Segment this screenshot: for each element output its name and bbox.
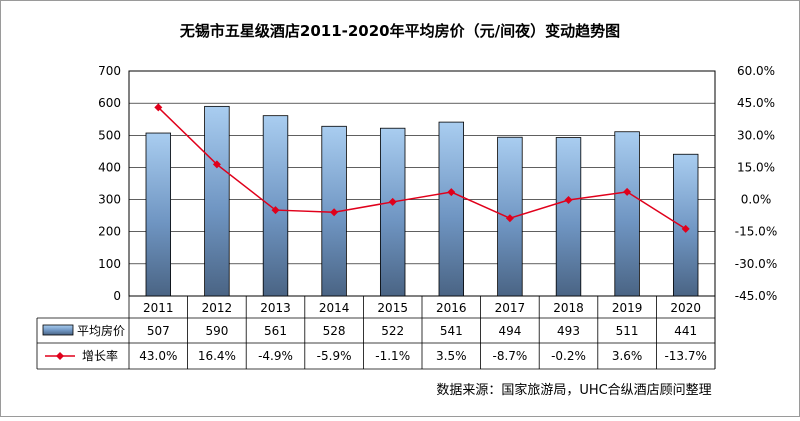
data-label-price: 522 [381, 324, 404, 338]
data-label-price: 541 [440, 324, 463, 338]
growth-point-2012 [212, 160, 221, 169]
data-label-growth: -8.7% [492, 349, 527, 363]
growth-point-2016 [447, 188, 456, 197]
data-label-growth: 16.4% [198, 349, 236, 363]
data-label-price: 590 [205, 324, 228, 338]
bar-2019 [614, 131, 640, 297]
data-label-price: 561 [264, 324, 287, 338]
data-label-growth: -4.9% [258, 349, 293, 363]
line-layer [154, 103, 690, 233]
y-left-tick-label: 100 [98, 257, 121, 271]
x-tick-label: 2016 [436, 301, 467, 315]
y-left-tick-label: 700 [98, 64, 121, 78]
data-label-growth: -1.1% [375, 349, 410, 363]
axis-layer: 0 100 200 300 400 500 600 700 60.0% 45.0% 30.0% 15.… [98, 64, 777, 303]
data-label-price: 494 [498, 324, 521, 338]
y-left-tick-label: 600 [98, 96, 121, 110]
growth-point-2020 [681, 224, 690, 233]
x-tick-label: 2014 [319, 301, 350, 315]
data-label-price: 441 [674, 324, 697, 338]
growth-point-2013 [271, 206, 280, 215]
growth-point-2011 [154, 103, 163, 112]
x-tick-label: 2020 [670, 301, 701, 315]
legend-label-bar: 平均房价 [77, 323, 125, 338]
chart-title: 无锡市五星级酒店2011-2020年平均房价（元/间夜）变动趋势图 [179, 22, 620, 40]
growth-point-2015 [388, 197, 397, 206]
x-tick-label: 2017 [495, 301, 526, 315]
bar-2015 [379, 127, 406, 297]
bar-2016 [438, 121, 465, 297]
data-label-growth: 43.0% [139, 349, 177, 363]
growth-point-2017 [505, 214, 514, 223]
data-label-growth: -5.9% [317, 349, 352, 363]
data-table: 2011 2012 2013 2014 2015 2016 2017 2018 2019 2020… [36, 296, 716, 370]
bar-2011 [145, 132, 172, 297]
x-tick-label: 2013 [260, 301, 291, 315]
y-left-tick-label: 200 [98, 225, 121, 239]
legend-swatch-bar [42, 324, 74, 336]
y-right-tick-label: -30.0% [735, 257, 777, 271]
x-tick-label: 2018 [553, 301, 584, 315]
bar-2013 [262, 115, 289, 297]
y-right-tick-label: 30.0% [737, 128, 775, 142]
growth-point-2019 [623, 187, 632, 196]
y-right-tick-label: 15.0% [737, 160, 775, 174]
x-tick-label: 2011 [143, 301, 174, 315]
y-left-tick-label: 400 [98, 160, 121, 174]
data-label-growth: 3.6% [612, 349, 643, 363]
y-left-tick-label: 0 [113, 289, 121, 303]
data-label-growth: -0.2% [551, 349, 586, 363]
y-left-tick-label: 300 [98, 193, 121, 207]
growth-point-2018 [564, 196, 573, 204]
bar-2018 [555, 137, 582, 297]
y-right-tick-label: 0.0% [741, 193, 772, 207]
data-label-price: 493 [557, 324, 580, 338]
bar-2020 [672, 153, 699, 297]
legend-swatch-marker [56, 352, 64, 360]
y-right-tick-label: -15.0% [735, 225, 777, 239]
legend-label-line: 增长率 [82, 348, 118, 363]
growth-rate-line [157, 106, 687, 230]
data-label-growth: -13.7% [664, 349, 706, 363]
x-tick-label: 2019 [612, 301, 643, 315]
data-label-price: 511 [616, 324, 639, 338]
growth-point-2014 [330, 208, 339, 217]
data-label-price: 507 [147, 324, 170, 338]
bar-2012 [204, 105, 230, 297]
y-right-tick-label: 60.0% [737, 64, 775, 78]
y-left-tick-label: 500 [98, 128, 121, 142]
data-label-growth: 3.5% [436, 349, 467, 363]
x-tick-label: 2012 [202, 301, 233, 315]
data-label-price: 528 [323, 324, 346, 338]
y-right-tick-label: 45.0% [737, 96, 775, 110]
y-right-tick-label: -45.0% [735, 289, 777, 303]
x-tick-label: 2015 [377, 301, 408, 315]
source-note: 数据来源：国家旅游局，UHC合纵酒店顾问整理 [436, 382, 711, 398]
bar-layer [145, 105, 699, 297]
